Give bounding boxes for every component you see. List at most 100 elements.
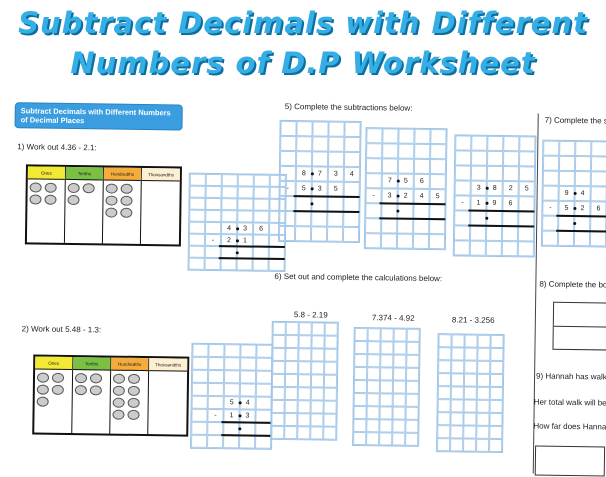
grid-cell: [379, 419, 392, 432]
decimal-point: [573, 222, 576, 225]
grid-cell: [240, 357, 256, 370]
grid-cell: [208, 344, 224, 357]
grid-cell: [298, 335, 311, 348]
grid-cell: [298, 387, 311, 400]
grid-cell: [380, 393, 393, 406]
grid-cell: [464, 348, 477, 361]
counter: [121, 184, 133, 194]
grid-cell: 8: [296, 166, 312, 181]
grid-cell: [476, 426, 489, 439]
grid-cell: [324, 375, 337, 388]
grid-cell: [486, 226, 502, 241]
counter: [30, 182, 42, 192]
grid-cell: 4: [344, 167, 360, 182]
grid-cell: [559, 156, 575, 171]
grid-cell: [487, 151, 503, 166]
counter: [90, 373, 102, 383]
grid-cell: [192, 344, 208, 357]
grid-cell: [463, 413, 476, 426]
grid-cell: [354, 367, 367, 380]
question-2: 2) Work out 5.48 - 1.3:: [22, 324, 102, 334]
grid-cell: 4: [413, 189, 429, 204]
decimal-point: [236, 239, 239, 242]
grid-cell: [471, 151, 487, 166]
question-9-line2: Her total walk will be: [534, 397, 606, 407]
grid-cell: [256, 397, 272, 410]
grid-cell: 6: [502, 196, 518, 211]
grid-cell: 4: [240, 396, 256, 409]
grid-cell: [239, 435, 255, 448]
grid-cell: [253, 199, 269, 211]
section-header: Subtract Decimals with Different Numbers…: [14, 102, 182, 130]
decimal-point: [574, 192, 577, 195]
grid-cell: [343, 212, 359, 227]
worksheet-preview: Subtract Decimals with Different Numbers…: [0, 92, 606, 463]
grid-cell: [237, 198, 253, 210]
grid-cell: 3: [237, 222, 253, 234]
grid-cell: [543, 186, 559, 201]
column-header: Thousandths: [149, 358, 187, 372]
grid-cell: [543, 156, 559, 171]
grid-cell: [299, 322, 312, 335]
grid-cell: [542, 216, 558, 231]
grid-cell: [518, 226, 534, 241]
grid-cell: [192, 357, 208, 370]
grid-cell: [189, 246, 205, 258]
decimal-point: [311, 172, 314, 175]
counter: [128, 386, 140, 396]
column-header: Ones: [35, 357, 72, 371]
grid-cell: [343, 197, 359, 212]
place-value-column: Tenths: [65, 167, 104, 244]
grid-cell: [591, 186, 606, 201]
grid-cell: [354, 354, 367, 367]
grid-cell: [519, 136, 535, 151]
grid-cell: 5: [558, 201, 574, 216]
grid-cell: [406, 355, 419, 368]
grid-cell: [285, 348, 298, 361]
grid-cell: [543, 141, 559, 156]
grid-cell: [223, 435, 239, 448]
grid-cell: 7: [312, 166, 328, 181]
grid-cell: 5: [398, 174, 414, 189]
grid-cell: [368, 328, 381, 341]
grid-cell: [192, 370, 208, 383]
grid-cell: [502, 226, 518, 241]
grid-cell: [489, 426, 502, 439]
question-6: 6) Set out and complete the calculations…: [274, 272, 442, 283]
grid-cell: [256, 384, 272, 397]
grid-cell: [405, 420, 418, 433]
grid-cell: [328, 137, 344, 152]
grid-cell: [272, 361, 285, 374]
grid-cell: [476, 439, 489, 452]
grid-cell: [253, 211, 269, 223]
grid-cell: 2: [503, 181, 519, 196]
grid-cell: [398, 159, 414, 174]
grid-cell: 9: [486, 196, 502, 211]
grid-cell: [269, 259, 285, 271]
grid-cell: [208, 383, 224, 396]
grid-cell: [438, 386, 451, 399]
grid-cell: [312, 121, 328, 136]
grid-cell: [591, 156, 606, 171]
grid-cell: [253, 259, 269, 271]
grid-cell: [285, 387, 298, 400]
grid-cell: [379, 432, 392, 445]
grid-cell: 3: [312, 181, 328, 196]
question-5: 5) Complete the subtractions below:: [285, 102, 413, 113]
grid-cell: [240, 370, 256, 383]
grid-cell: 2: [397, 189, 413, 204]
grid-cell: [324, 336, 337, 349]
grid-cell: [455, 180, 471, 195]
grid-cell: [366, 158, 382, 173]
grid-cell: [406, 368, 419, 381]
grid-cell: [271, 413, 284, 426]
grid-cell: [393, 342, 406, 355]
grid-cell: [312, 322, 325, 335]
grid-cell: [365, 233, 381, 248]
grid-cell: [393, 381, 406, 394]
grid-cell: [575, 141, 591, 156]
grid-cell: [367, 341, 380, 354]
grid-cell: [574, 216, 590, 231]
place-value-column: Hundredths: [110, 358, 149, 435]
